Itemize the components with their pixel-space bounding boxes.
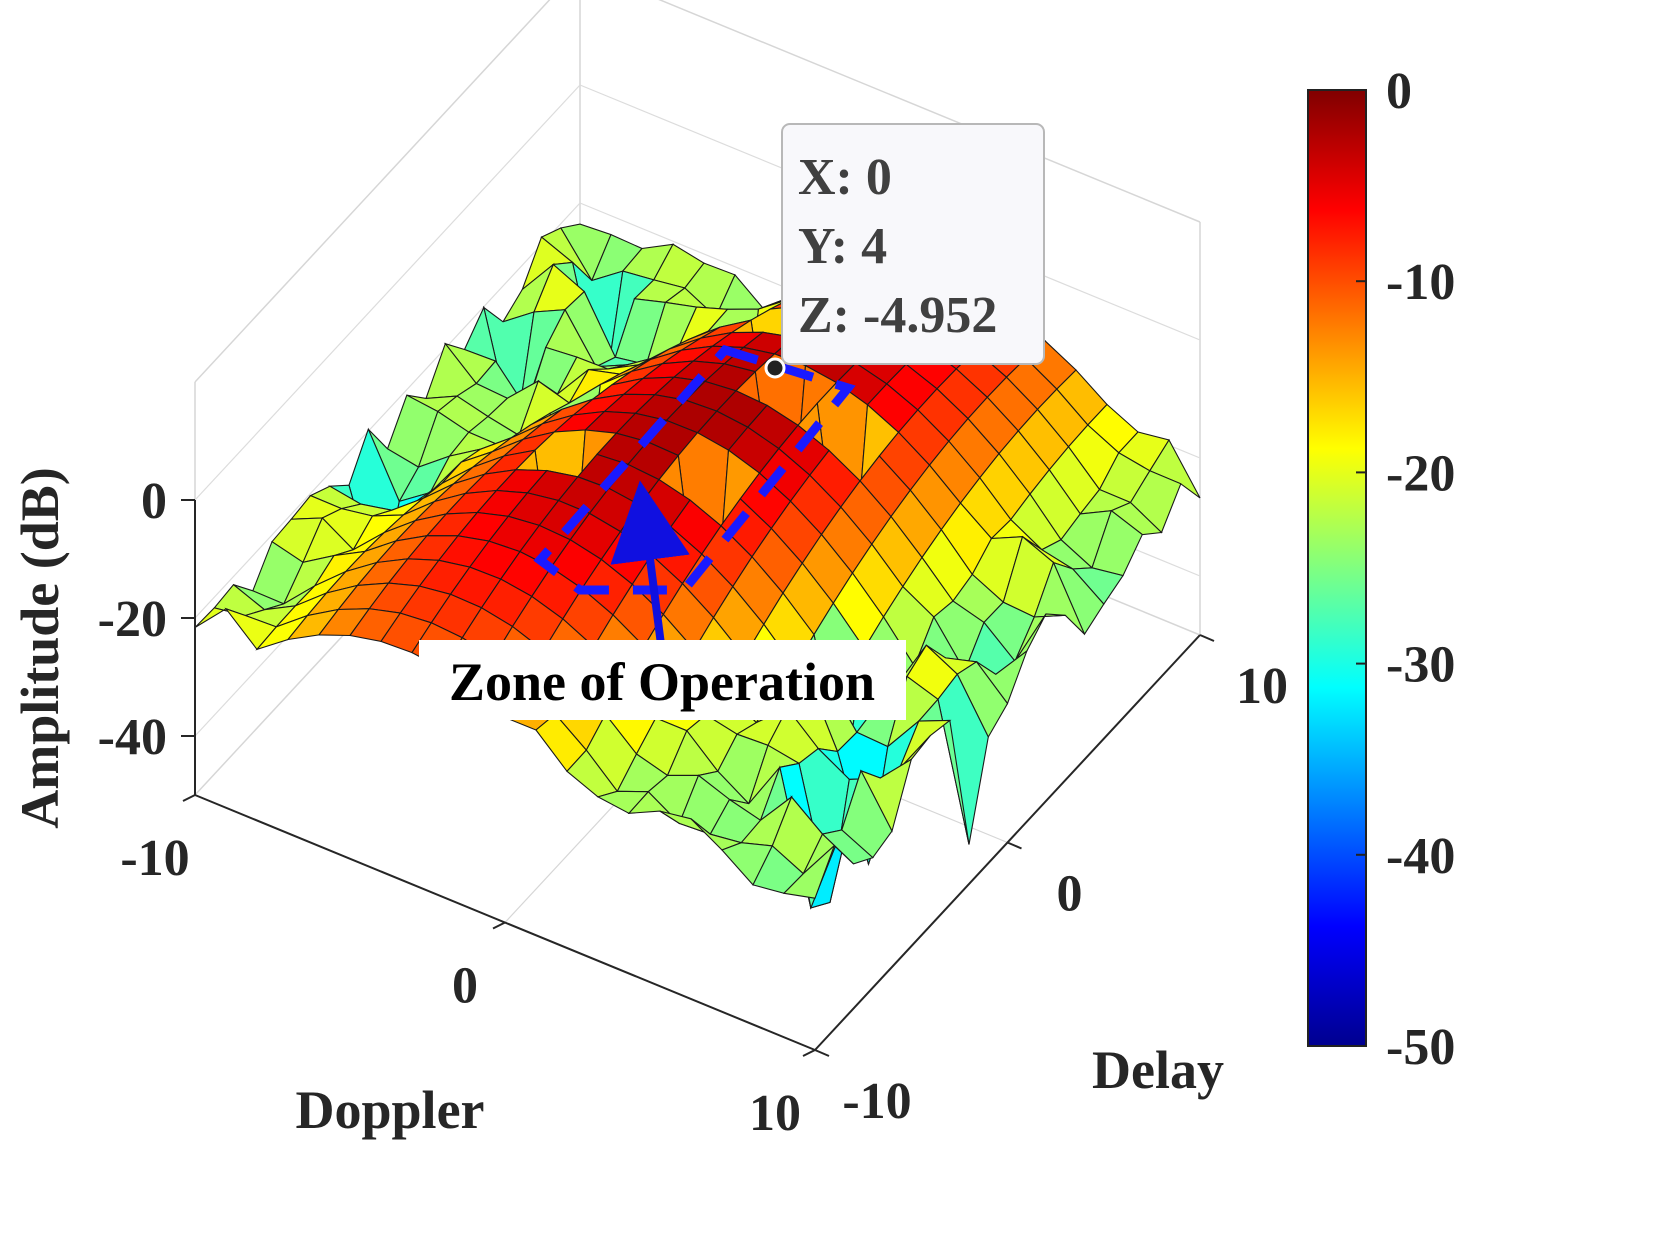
doppler-tick <box>802 1049 816 1057</box>
colorbar <box>1307 89 1367 1047</box>
datatip-marker[interactable] <box>764 357 786 379</box>
colorbar-ticks: 0 -10 -20 -30 -40 -50 <box>1356 63 1455 1076</box>
zone-label: Zone of Operation <box>449 652 875 712</box>
delay-tick-label: 10 <box>1236 658 1288 715</box>
doppler-tick-label: 10 <box>749 1085 801 1142</box>
delay-tick-label: -10 <box>842 1073 911 1130</box>
delay-tick <box>1007 841 1022 850</box>
amplitude-axis-label: Amplitude (dB) <box>10 467 70 829</box>
doppler-tick <box>182 794 196 802</box>
amplitude-tick-label: -40 <box>98 709 167 766</box>
zone-dashed-outline <box>533 344 856 595</box>
delay-tick-label: 0 <box>1057 866 1083 923</box>
doppler-tick <box>492 921 506 930</box>
colorbar-tick-label: -40 <box>1386 828 1455 885</box>
datatip-x: X: 0 <box>798 149 892 206</box>
wall-grid-line <box>194 84 581 501</box>
zone-arrow <box>610 480 690 661</box>
delay-tick <box>814 1049 830 1057</box>
surface-mesh <box>194 223 1201 910</box>
delay-axis-label: Delay <box>1092 1040 1224 1100</box>
surface-patch <box>782 845 835 899</box>
doppler-axis-label: Doppler <box>296 1080 485 1140</box>
zone-label-background <box>419 640 906 720</box>
datatip-z: Z: -4.952 <box>798 287 997 344</box>
doppler-tick-labels: -10 0 10 <box>120 794 816 1142</box>
wall-grid-line <box>194 202 581 619</box>
box-top-edge <box>658 0 1201 223</box>
colorbar-tick-label: -50 <box>1386 1019 1455 1076</box>
amplitude-tick-label: -20 <box>98 591 167 648</box>
colorbar-tick-label: -20 <box>1386 445 1455 502</box>
amplitude-tick-labels: 0 -20 -40 <box>98 473 195 766</box>
colorbar-tick-label: 0 <box>1386 63 1412 120</box>
delay-tick <box>1199 634 1215 642</box>
doppler-tick-label: 0 <box>452 958 478 1015</box>
amplitude-tick-label: 0 <box>141 473 167 530</box>
doppler-tick-label: -10 <box>120 830 189 887</box>
datatip-y: Y: 4 <box>798 218 887 275</box>
colorbar-tick-label: -10 <box>1386 254 1455 311</box>
colorbar-tick-label: -30 <box>1386 637 1455 694</box>
box-top-edge <box>194 0 551 383</box>
datatip-box[interactable] <box>781 123 1045 365</box>
delay-tick-labels: -10 0 10 <box>814 634 1288 1130</box>
